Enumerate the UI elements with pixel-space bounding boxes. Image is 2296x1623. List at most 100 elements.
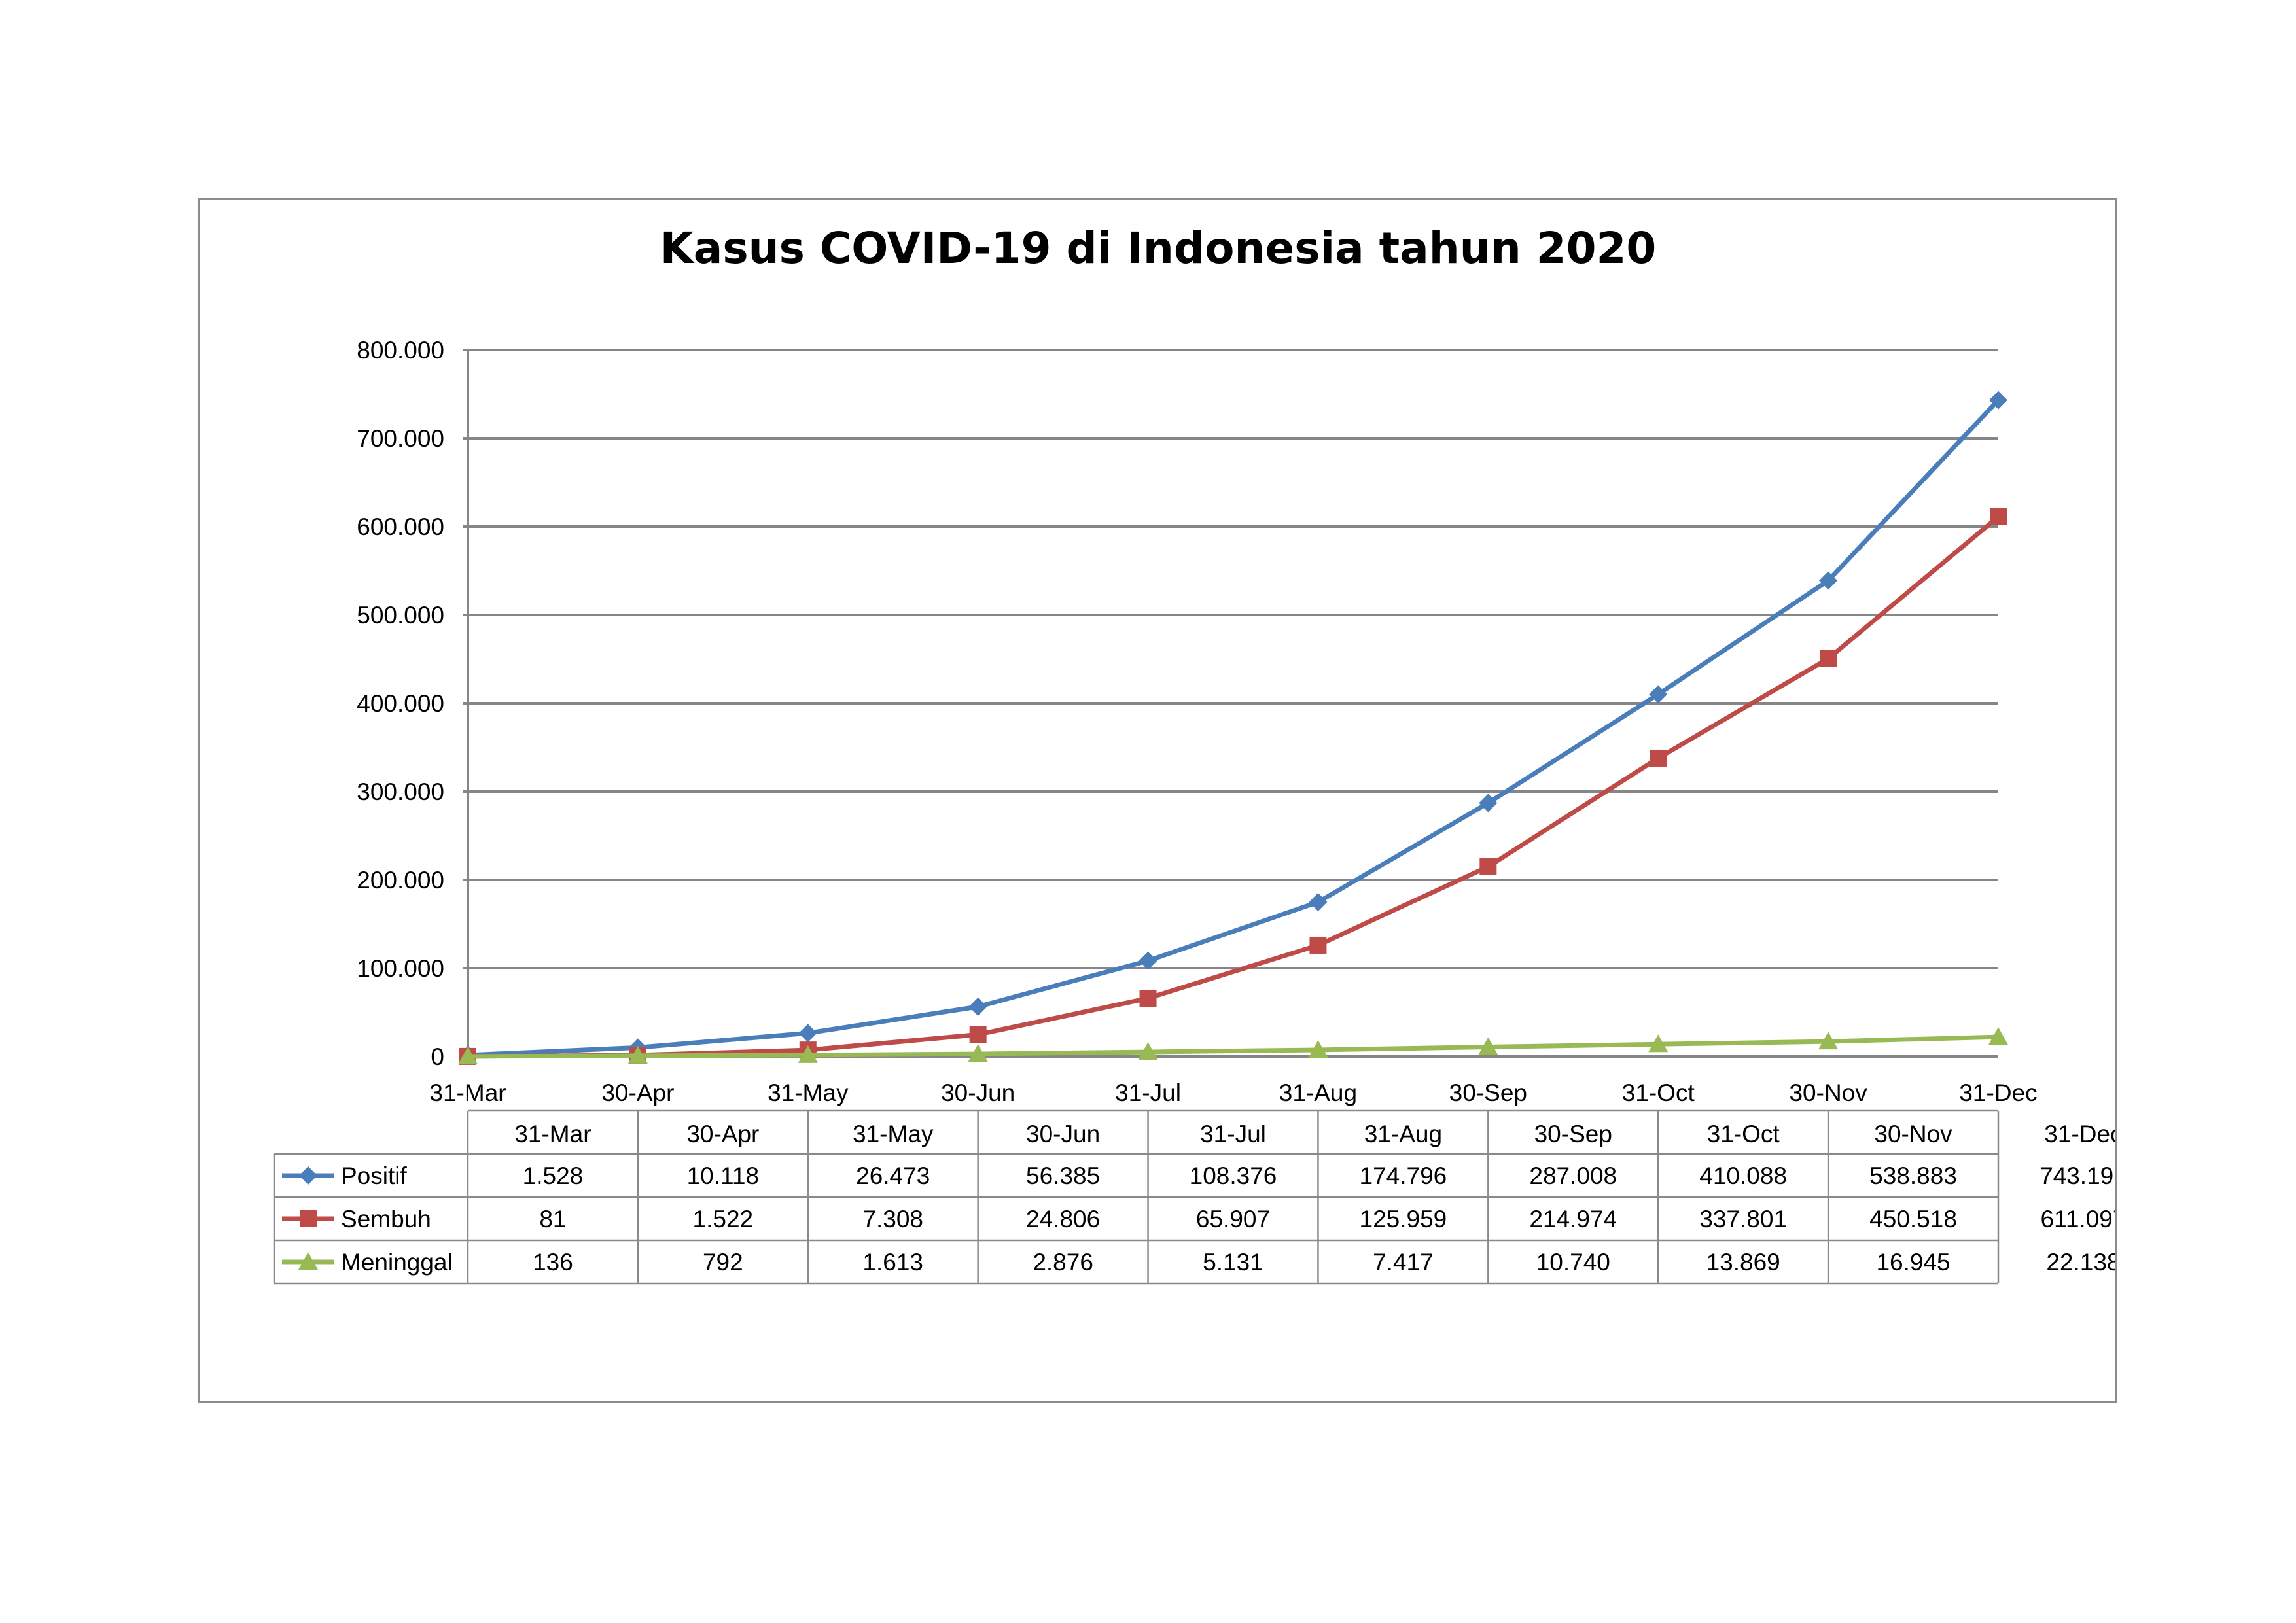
y-tick-label: 700.000	[357, 425, 444, 452]
table-value-cell: 1.528	[523, 1162, 584, 1189]
table-value-cell: 2.876	[1033, 1249, 1093, 1276]
y-axis-tick-labels: 0 100.000 200.000 300.000 400.000 500.000 600.…	[357, 337, 444, 1070]
gridlines	[463, 349, 1998, 1058]
data-point-triangle	[968, 1044, 988, 1062]
y-tick-label: 300.000	[357, 778, 444, 805]
data-point-triangle	[1988, 1027, 2008, 1045]
chart-frame: Kasus COVID-19 di Indonesia tahun 2020 0…	[198, 198, 2117, 1403]
table-header-cell: 30-Apr	[686, 1121, 759, 1147]
data-point-diamond	[1819, 571, 1838, 590]
x-tick-label: 31-Oct	[1622, 1079, 1695, 1106]
y-tick-label: 400.000	[357, 690, 444, 717]
table-header-cell: 31-Oct	[1707, 1121, 1780, 1147]
data-point-triangle	[298, 1252, 318, 1270]
table-header-cell: 30-Jun	[1026, 1121, 1100, 1147]
data-point-diamond	[798, 1024, 817, 1043]
data-point-square	[1650, 749, 1667, 767]
data-point-square	[1479, 858, 1497, 875]
chart-title: Kasus COVID-19 di Indonesia tahun 2020	[660, 223, 1657, 273]
table-value-cell: 287.008	[1529, 1162, 1617, 1189]
x-tick-label: 31-Mar	[429, 1079, 506, 1106]
data-point-diamond	[1479, 794, 1498, 812]
table-value-cell: 136	[533, 1249, 573, 1276]
table-value-cell: 792	[703, 1249, 743, 1276]
y-tick-label: 800.000	[357, 337, 444, 364]
data-point-triangle	[1478, 1037, 1498, 1055]
data-point-triangle	[627, 1045, 648, 1064]
data-point-triangle	[1818, 1032, 1839, 1050]
data-point-diamond	[299, 1166, 317, 1185]
series-meninggal	[458, 1027, 2008, 1064]
table-value-cell: 81	[539, 1206, 566, 1232]
y-tick-label: 100.000	[357, 955, 444, 982]
series-line-meninggal	[467, 1034, 1999, 1059]
legend-key-positif	[282, 1166, 334, 1185]
data-point-square	[300, 1210, 317, 1227]
legend-label: Sembuh	[341, 1206, 431, 1232]
x-axis-tick-labels: 31-Mar 30-Apr 31-May 30-Jun 31-Jul 31-Aug 30-S…	[429, 1079, 2037, 1106]
y-tick-label: 200.000	[357, 867, 444, 894]
table-value-cell: 24.806	[1026, 1206, 1100, 1232]
data-point-square	[1990, 508, 2007, 526]
x-tick-label: 30-Nov	[1789, 1079, 1867, 1106]
table-value-cell: 125.959	[1360, 1206, 1447, 1232]
legend-label: Positif	[341, 1162, 407, 1189]
x-tick-label: 30-Apr	[601, 1079, 674, 1106]
series-line-positif	[467, 398, 2000, 1058]
table-value-cell: 1.522	[693, 1206, 754, 1232]
data-point-triangle	[1308, 1039, 1328, 1058]
y-tick-label: 0	[431, 1043, 444, 1070]
legend-key-meninggal	[282, 1252, 334, 1270]
data-point-triangle	[1648, 1034, 1669, 1053]
series-sembuh	[459, 508, 2007, 1065]
table-value-cell: 5.131	[1203, 1249, 1263, 1276]
series-positif	[459, 391, 2007, 1064]
table-value-cell: 10.740	[1536, 1249, 1610, 1276]
table-value-cell: 410.088	[1699, 1162, 1787, 1189]
table-value-cell: 65.907	[1196, 1206, 1270, 1232]
data-point-square	[1820, 650, 1837, 667]
x-tick-label: 31-Jul	[1115, 1079, 1181, 1106]
table-header-cell: 31-Mar	[514, 1121, 591, 1147]
table-header-cell: 30-Sep	[1534, 1121, 1612, 1147]
table-value-cell: 1.613	[862, 1249, 923, 1276]
series-line-sembuh	[467, 515, 2000, 1059]
table-value-cell: 26.473	[856, 1162, 930, 1189]
table-value-cell: 214.974	[1529, 1206, 1617, 1232]
table-header-cell: 31-Dec	[2044, 1121, 2115, 1147]
table-value-cell: 16.945	[1876, 1249, 1950, 1276]
data-table: 31-Mar 30-Apr 31-May 30-Jun 31-Jul 31-Aug 30-S…	[273, 1109, 2115, 1285]
data-point-diamond	[1649, 685, 1668, 704]
table-value-cell: 7.308	[862, 1206, 923, 1232]
x-tick-label: 31-Dec	[1959, 1079, 2037, 1106]
table-value-cell: 174.796	[1360, 1162, 1447, 1189]
x-tick-label: 31-May	[768, 1079, 849, 1106]
table-value-cell: 13.869	[1706, 1249, 1780, 1276]
table-value-cell: 611.097	[2040, 1206, 2115, 1232]
table-value-cell: 7.417	[1373, 1249, 1434, 1276]
data-point-square	[1139, 990, 1157, 1007]
table-value-cell: 56.385	[1026, 1162, 1100, 1189]
y-tick-label: 600.000	[357, 514, 444, 540]
table-value-cell: 22.138	[2046, 1249, 2115, 1276]
legend-label: Meninggal	[341, 1249, 453, 1276]
legend-key-sembuh	[282, 1210, 334, 1227]
data-point-square	[969, 1026, 987, 1043]
x-tick-label: 30-Jun	[941, 1079, 1015, 1106]
table-value-cell: 337.801	[1699, 1206, 1787, 1232]
table-header-cell: 31-Aug	[1364, 1121, 1442, 1147]
table-value-cell: 538.883	[1869, 1162, 1957, 1189]
series-lines	[458, 391, 2008, 1065]
table-value-cell: 743.198	[2040, 1162, 2115, 1189]
data-point-diamond	[968, 997, 987, 1016]
table-header-cell: 30-Nov	[1874, 1121, 1952, 1147]
data-point-triangle	[798, 1045, 818, 1063]
y-tick-label: 500.000	[357, 602, 444, 629]
x-tick-label: 31-Aug	[1279, 1079, 1357, 1106]
table-value-cell: 450.518	[1869, 1206, 1957, 1232]
table-header-cell: 31-Jul	[1200, 1121, 1266, 1147]
data-point-diamond	[1309, 893, 1328, 912]
data-point-triangle	[458, 1046, 478, 1064]
table-header-cell: 31-May	[853, 1121, 934, 1147]
data-point-triangle	[1138, 1042, 1158, 1060]
